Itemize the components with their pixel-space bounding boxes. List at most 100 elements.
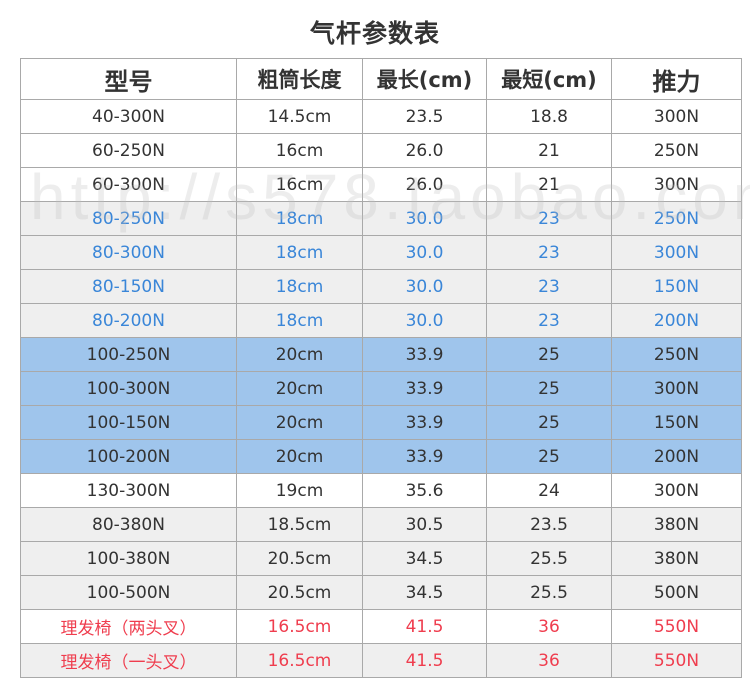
cell-max-length: 23.5 xyxy=(362,99,487,134)
cell-tube-length: 18cm xyxy=(236,303,363,338)
cell-model: 80-300N xyxy=(20,235,237,270)
page-title: 气杆参数表 xyxy=(309,19,440,48)
cell-tube-length: 20.5cm xyxy=(236,575,363,610)
table-row: 100-500N 20.5cm 34.5 25.5 500N xyxy=(20,575,742,610)
cell-tube-length: 16.5cm xyxy=(236,643,363,678)
cell-model: 80-250N xyxy=(20,201,237,236)
table-row: 100-200N 20cm 33.9 25 200N xyxy=(20,439,742,474)
cell-max-length: 30.0 xyxy=(362,269,487,304)
cell-model: 60-300N xyxy=(20,167,237,202)
table-row: 80-150N 18cm 30.0 23 150N xyxy=(20,269,742,304)
cell-min-length: 36 xyxy=(486,609,612,644)
cell-model: 100-250N xyxy=(20,337,237,372)
cell-tube-length: 18cm xyxy=(236,235,363,270)
cell-force: 200N xyxy=(611,439,742,474)
cell-min-length: 25 xyxy=(486,371,612,406)
table-row: 40-300N 14.5cm 23.5 18.8 300N xyxy=(20,99,742,134)
cell-min-length: 36 xyxy=(486,643,612,678)
header-row: 型号 粗筒长度 最长(cm) 最短(cm) 推力 xyxy=(20,58,742,100)
column-header-min-length: 最短(cm) xyxy=(486,58,612,100)
cell-min-length: 25 xyxy=(486,439,612,474)
cell-model: 100-150N xyxy=(20,405,237,440)
table-row: 60-300N 16cm 26.0 21 300N xyxy=(20,167,742,202)
cell-tube-length: 20.5cm xyxy=(236,541,363,576)
cell-min-length: 21 xyxy=(486,167,612,202)
cell-max-length: 33.9 xyxy=(362,439,487,474)
cell-min-length: 24 xyxy=(486,473,612,508)
cell-force: 150N xyxy=(611,405,742,440)
table-row: 理发椅（一头叉） 16.5cm 41.5 36 550N xyxy=(20,643,742,678)
cell-tube-length: 20cm xyxy=(236,405,363,440)
column-header-tube-length: 粗筒长度 xyxy=(236,58,363,100)
table-row: 100-150N 20cm 33.9 25 150N xyxy=(20,405,742,440)
cell-max-length: 33.9 xyxy=(362,371,487,406)
cell-min-length: 23.5 xyxy=(486,507,612,542)
column-header-force: 推力 xyxy=(611,58,742,100)
cell-tube-length: 16cm xyxy=(236,133,363,168)
table-row: 130-300N 19cm 35.6 24 300N xyxy=(20,473,742,508)
cell-min-length: 25.5 xyxy=(486,541,612,576)
table-row: 80-250N 18cm 30.0 23 250N xyxy=(20,201,742,236)
cell-model: 100-380N xyxy=(20,541,237,576)
cell-tube-length: 20cm xyxy=(236,371,363,406)
cell-model: 100-200N xyxy=(20,439,237,474)
cell-model: 80-200N xyxy=(20,303,237,338)
cell-model: 40-300N xyxy=(20,99,237,134)
table-body: 40-300N 14.5cm 23.5 18.8 300N 60-250N 16cm 26.0… xyxy=(20,99,742,678)
cell-max-length: 34.5 xyxy=(362,541,487,576)
cell-max-length: 35.6 xyxy=(362,473,487,508)
cell-tube-length: 16cm xyxy=(236,167,363,202)
table-row: 80-380N 18.5cm 30.5 23.5 380N xyxy=(20,507,742,542)
cell-tube-length: 19cm xyxy=(236,473,363,508)
cell-model: 100-500N xyxy=(20,575,237,610)
cell-tube-length: 20cm xyxy=(236,439,363,474)
cell-max-length: 41.5 xyxy=(362,609,487,644)
cell-model: 理发椅（一头叉） xyxy=(20,643,237,678)
cell-force: 250N xyxy=(611,133,742,168)
cell-model: 130-300N xyxy=(20,473,237,508)
cell-model: 60-250N xyxy=(20,133,237,168)
cell-model: 100-300N xyxy=(20,371,237,406)
column-header-max-length: 最长(cm) xyxy=(362,58,487,100)
cell-force: 500N xyxy=(611,575,742,610)
cell-force: 550N xyxy=(611,643,742,678)
table-row: 100-380N 20.5cm 34.5 25.5 380N xyxy=(20,541,742,576)
cell-tube-length: 18cm xyxy=(236,201,363,236)
cell-min-length: 18.8 xyxy=(486,99,612,134)
cell-force: 550N xyxy=(611,609,742,644)
cell-force: 300N xyxy=(611,99,742,134)
cell-force: 300N xyxy=(611,371,742,406)
cell-force: 150N xyxy=(611,269,742,304)
cell-model: 80-150N xyxy=(20,269,237,304)
cell-min-length: 23 xyxy=(486,269,612,304)
table-row: 100-250N 20cm 33.9 25 250N xyxy=(20,337,742,372)
cell-min-length: 25 xyxy=(486,337,612,372)
cell-max-length: 30.0 xyxy=(362,201,487,236)
cell-max-length: 30.5 xyxy=(362,507,487,542)
table-row: 60-250N 16cm 26.0 21 250N xyxy=(20,133,742,168)
cell-force: 250N xyxy=(611,201,742,236)
cell-model: 80-380N xyxy=(20,507,237,542)
cell-model: 理发椅（两头叉） xyxy=(20,609,237,644)
cell-force: 380N xyxy=(611,507,742,542)
cell-max-length: 41.5 xyxy=(362,643,487,678)
table-row: 100-300N 20cm 33.9 25 300N xyxy=(20,371,742,406)
cell-force: 200N xyxy=(611,303,742,338)
table-row: 理发椅（两头叉） 16.5cm 41.5 36 550N xyxy=(20,609,742,644)
table-row: 80-200N 18cm 30.0 23 200N xyxy=(20,303,742,338)
cell-tube-length: 16.5cm xyxy=(236,609,363,644)
cell-max-length: 33.9 xyxy=(362,405,487,440)
table-row: 80-300N 18cm 30.0 23 300N xyxy=(20,235,742,270)
parameter-table: 型号 粗筒长度 最长(cm) 最短(cm) 推力 40-300N 14.5cm 23… xyxy=(20,58,742,678)
cell-max-length: 26.0 xyxy=(362,167,487,202)
cell-tube-length: 18.5cm xyxy=(236,507,363,542)
cell-max-length: 26.0 xyxy=(362,133,487,168)
cell-tube-length: 20cm xyxy=(236,337,363,372)
cell-min-length: 23 xyxy=(486,201,612,236)
cell-force: 300N xyxy=(611,473,742,508)
cell-min-length: 25.5 xyxy=(486,575,612,610)
column-header-model: 型号 xyxy=(20,58,237,100)
cell-force: 250N xyxy=(611,337,742,372)
cell-force: 300N xyxy=(611,167,742,202)
cell-tube-length: 18cm xyxy=(236,269,363,304)
